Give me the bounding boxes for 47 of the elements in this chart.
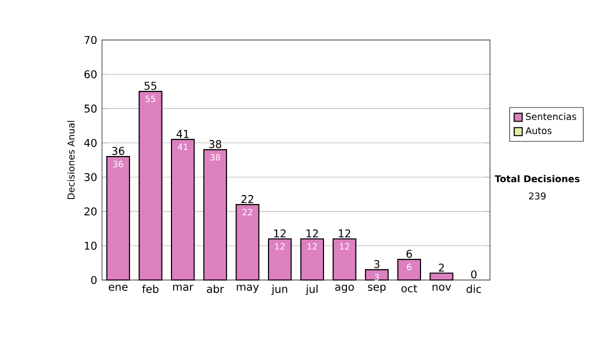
total-label: 3 [374,260,380,268]
legend-label: Autos [525,127,552,134]
y-tick-label: 10 [84,242,97,250]
y-tick-label: 0 [91,276,97,284]
text: Total Decisiones [494,175,580,182]
total-label: 36 [112,146,124,155]
data-label: 38 [210,154,220,161]
x-tick-label: ago [335,284,354,293]
y-tick-label: 40 [84,138,97,147]
x-tick-label: dic [466,284,481,293]
legend-label: Sentencias [526,112,576,120]
data-label: 3 [374,274,379,281]
data-label: 22 [242,208,252,216]
x-tick-label: abr [206,284,224,293]
x-tick-label: jul [306,284,318,296]
total-label: 2 [438,264,444,272]
y-tick-label: 50 [84,104,97,113]
total-label: 12 [306,229,318,238]
data-label: 41 [178,144,188,150]
x-tick-label: ene [108,284,128,291]
y-tick-label: 70 [84,36,97,44]
total-label: 0 [471,270,477,278]
y-axis-title: Decisiones Anual [67,120,75,199]
data-label: 12 [308,243,317,250]
data-label: 12 [275,243,284,250]
x-tick-label: jun [271,284,288,296]
data-label: 12 [340,243,350,250]
total-label: 6 [406,250,412,258]
text: 239 [529,192,546,200]
data-label: 36 [113,160,124,168]
y-tick-label: 60 [84,70,97,78]
x-tick-label: sep [368,284,386,293]
data-label: 55 [146,96,156,102]
total-label: 38 [209,140,222,148]
data-label: 6 [407,264,412,270]
total-label: 55 [144,82,156,90]
total-label: 41 [176,130,189,138]
x-tick-label: may [236,284,259,293]
x-tick-label: nov [432,284,451,291]
y-tick-label: 30 [84,173,97,182]
y-tick-label: 20 [84,207,97,216]
x-tick-label: feb [142,284,158,293]
total-label: 12 [338,229,350,238]
total-label: 12 [274,229,286,238]
x-tick-label: mar [173,284,194,291]
x-tick-label: oct [401,284,418,292]
total-label: 22 [241,195,254,203]
